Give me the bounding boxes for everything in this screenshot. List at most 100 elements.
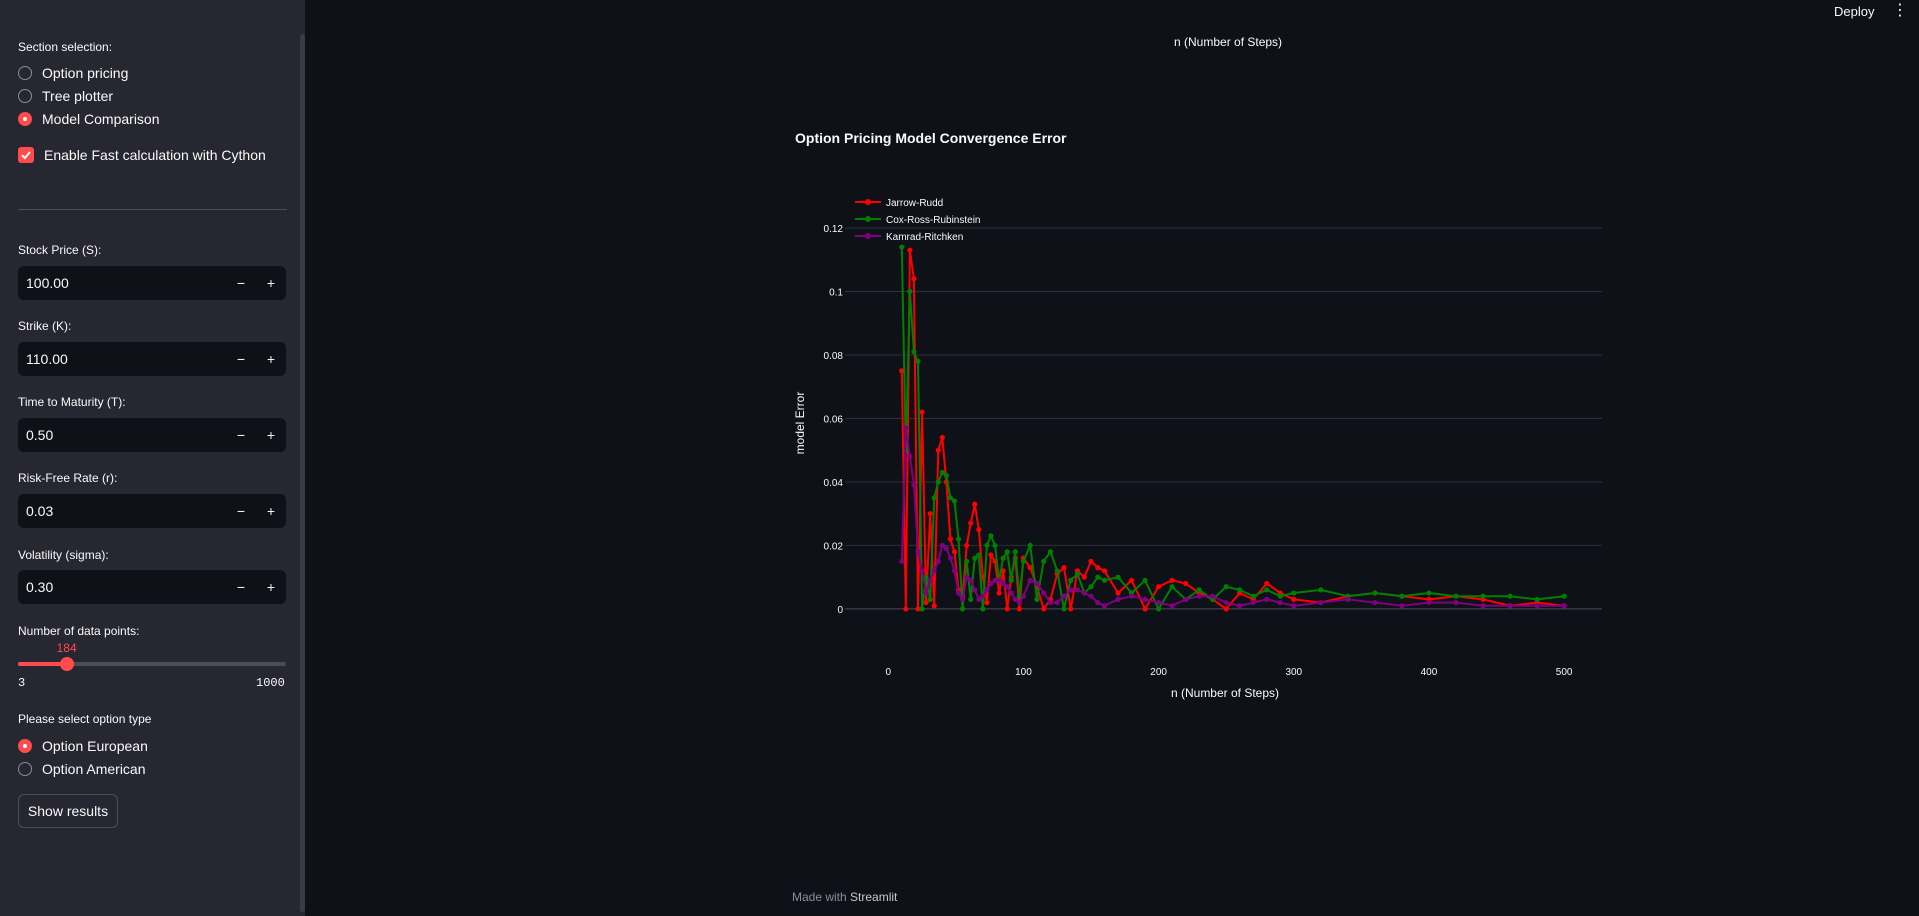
increment-button[interactable]: +: [266, 427, 276, 443]
data-point: [915, 606, 921, 612]
data-point: [1054, 599, 1060, 606]
data-point: [1034, 580, 1040, 587]
deploy-button[interactable]: Deploy: [1834, 4, 1875, 19]
data-points-slider[interactable]: [18, 657, 286, 671]
radio-circle[interactable]: [18, 66, 32, 80]
data-point: [1372, 599, 1378, 606]
data-point: [1277, 599, 1283, 606]
streamlit-link[interactable]: Streamlit: [850, 890, 898, 904]
data-point: [976, 526, 982, 533]
maturity-value[interactable]: 0.50: [26, 427, 54, 443]
data-point: [984, 587, 990, 593]
cython-checkbox-row[interactable]: Enable Fast calculation with Cython: [18, 147, 266, 163]
data-point: [1000, 580, 1006, 587]
increment-button[interactable]: +: [266, 503, 276, 519]
data-point: [1115, 574, 1121, 580]
y-tick-label: 0.1: [829, 287, 843, 298]
stock-price-label: Stock Price (S):: [18, 243, 102, 257]
data-point: [951, 568, 958, 574]
radio-option-american[interactable]: Option American: [18, 759, 146, 779]
decrement-button[interactable]: −: [236, 275, 246, 291]
strike-input[interactable]: 110.00 − +: [18, 342, 286, 376]
data-point: [1095, 574, 1101, 580]
increment-button[interactable]: +: [266, 275, 276, 291]
series-line: [900, 246, 1565, 612]
data-point: [919, 568, 925, 574]
radio-tree-plotter[interactable]: Tree plotter: [18, 86, 113, 106]
radio-circle-selected[interactable]: [18, 112, 32, 126]
slider-thumb[interactable]: [59, 657, 74, 671]
data-point: [911, 276, 917, 282]
data-point: [1004, 606, 1010, 612]
data-point: [1318, 587, 1324, 593]
data-point: [911, 349, 917, 355]
stock-price-input[interactable]: 100.00 − +: [18, 266, 286, 300]
data-point: [1372, 590, 1378, 596]
radio-model-comparison[interactable]: Model Comparison: [18, 109, 160, 129]
data-point: [972, 587, 978, 593]
decrement-button[interactable]: −: [236, 351, 246, 367]
data-point: [915, 358, 921, 364]
option-type-label: Please select option type: [18, 712, 152, 726]
data-point: [1169, 603, 1175, 609]
sidebar-scrollbar[interactable]: [300, 34, 305, 912]
data-point: [976, 596, 982, 602]
radio-label: Option American: [42, 761, 146, 777]
data-point: [1196, 587, 1202, 593]
legend-item[interactable]: Cox-Ross-Rubinstein: [855, 215, 980, 226]
decrement-button[interactable]: −: [236, 579, 246, 595]
data-point: [1561, 603, 1567, 609]
radio-circle-selected[interactable]: [18, 739, 32, 753]
radio-option-european[interactable]: Option European: [18, 736, 148, 756]
data-point: [1020, 558, 1027, 564]
data-point: [1101, 577, 1108, 583]
risk-free-input[interactable]: 0.03 − +: [18, 494, 286, 528]
volatility-value[interactable]: 0.30: [26, 579, 54, 595]
decrement-button[interactable]: −: [236, 427, 246, 443]
data-point: [1041, 558, 1047, 564]
stock-price-value[interactable]: 100.00: [26, 275, 69, 291]
data-point: [899, 244, 905, 250]
data-point: [1128, 577, 1135, 583]
y-tick-label: 0: [837, 605, 843, 616]
data-point: [1047, 599, 1054, 606]
data-point: [947, 495, 954, 501]
x-tick-labels: 0 100 200 300 400 500: [885, 667, 1572, 678]
legend-item[interactable]: Kamrad-Ritchken: [855, 232, 963, 243]
data-point: [1223, 584, 1229, 590]
legend-item[interactable]: Jarrow-Rudd: [855, 198, 943, 209]
maturity-input[interactable]: 0.50 − +: [18, 418, 286, 452]
data-point: [1142, 596, 1148, 602]
data-point: [1081, 590, 1087, 596]
data-point: [1345, 596, 1351, 602]
increment-button[interactable]: +: [266, 579, 276, 595]
strike-value[interactable]: 110.00: [26, 351, 68, 367]
risk-free-value[interactable]: 0.03: [26, 503, 54, 519]
show-results-button[interactable]: Show results: [18, 794, 118, 828]
data-point: [903, 606, 909, 612]
series-kamrad-ritchken: [899, 425, 1567, 609]
chart-legend[interactable]: Jarrow-Rudd Cox-Ross-Rubinstein Kamrad-Rit…: [855, 198, 980, 243]
radio-circle[interactable]: [18, 762, 32, 776]
y-tick-label: 0.12: [824, 224, 844, 235]
increment-button[interactable]: +: [266, 351, 276, 367]
chart-series: [899, 244, 1567, 612]
data-point: [1074, 587, 1081, 593]
checkbox-checked-icon[interactable]: [18, 147, 34, 163]
data-point: [1318, 599, 1324, 606]
data-point: [980, 606, 986, 612]
main-menu-icon[interactable]: ⋮: [1892, 2, 1908, 19]
decrement-button[interactable]: −: [236, 503, 246, 519]
x-tick-label: 500: [1556, 667, 1573, 678]
series-cox-ross-rubinstein: [899, 244, 1567, 612]
risk-free-label: Risk-Free Rate (r):: [18, 471, 118, 485]
volatility-input[interactable]: 0.30 − +: [18, 570, 286, 604]
data-point: [923, 590, 929, 596]
radio-option-pricing[interactable]: Option pricing: [18, 63, 128, 83]
data-point: [992, 542, 998, 549]
data-point: [1088, 584, 1094, 590]
data-point: [1534, 596, 1540, 602]
radio-circle[interactable]: [18, 89, 32, 103]
data-point: [1453, 593, 1459, 599]
